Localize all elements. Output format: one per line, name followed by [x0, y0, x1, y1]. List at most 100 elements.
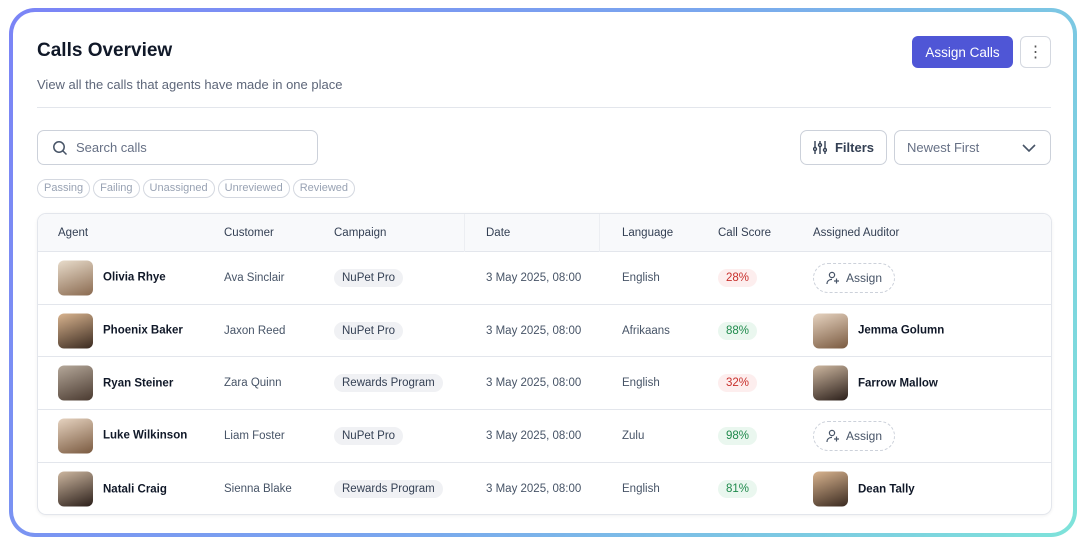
search-placeholder: Search calls: [76, 140, 147, 155]
campaign-cell: Rewards Program: [334, 374, 443, 393]
column-header-date[interactable]: Date: [486, 226, 511, 239]
sort-select[interactable]: Newest First: [894, 130, 1051, 165]
agent-cell: Ryan Steiner: [58, 365, 174, 401]
agent-cell: Luke Wilkinson: [58, 418, 188, 454]
avatar: [58, 260, 93, 296]
customer-name: Jaxon Reed: [224, 324, 286, 337]
call-date: 3 May 2025, 08:00: [486, 483, 582, 496]
call-score-badge: 28%: [718, 268, 758, 287]
filter-chip-passing[interactable]: Passing: [37, 179, 91, 198]
campaign-cell: NuPet Pro: [334, 426, 404, 445]
filters-label: Filters: [834, 140, 874, 155]
card-frame: Calls Overview View all the calls that a…: [9, 8, 1077, 537]
agent-cell: Olivia Rhye: [58, 260, 166, 296]
search-input[interactable]: Search calls: [37, 130, 318, 165]
filter-chip-unreviewed[interactable]: Unreviewed: [217, 179, 290, 198]
filter-chip-unassigned[interactable]: Unassigned: [142, 179, 215, 198]
call-language: English: [622, 483, 660, 496]
table-row[interactable]: Natali Craig Sienna Blake Rewards Progra…: [38, 463, 1051, 514]
avatar: [58, 471, 93, 507]
column-divider: [599, 214, 600, 252]
call-language: English: [622, 271, 660, 284]
agent-name: Ryan Steiner: [103, 377, 174, 390]
calls-table: Agent Customer Campaign Date Language Call Sc…: [37, 213, 1052, 515]
column-header-agent[interactable]: Agent: [58, 226, 89, 239]
user-plus-icon: [826, 429, 839, 442]
auditor-avatar: [813, 365, 848, 401]
table-row[interactable]: Olivia Rhye Ava Sinclair NuPet Pro 3 May…: [38, 252, 1051, 305]
column-header-language[interactable]: Language: [622, 226, 674, 239]
campaign-cell: Rewards Program: [334, 480, 443, 499]
table-row[interactable]: Luke Wilkinson Liam Foster NuPet Pro 3 M…: [38, 410, 1051, 463]
table-row[interactable]: Phoenix Baker Jaxon Reed NuPet Pro 3 May…: [38, 305, 1051, 358]
customer-name: Ava Sinclair: [224, 271, 285, 284]
auditor-name: Dean Tally: [858, 483, 915, 496]
column-header-auditor[interactable]: Assigned Auditor: [813, 226, 900, 239]
page-subtitle: View all the calls that agents have made…: [37, 77, 343, 92]
auditor-cell: Jemma Golumn: [813, 313, 945, 349]
score-cell: 28%: [718, 268, 758, 287]
campaign-tag: Rewards Program: [334, 374, 443, 393]
call-date: 3 May 2025, 08:00: [486, 324, 582, 337]
filters-button[interactable]: Filters: [800, 130, 887, 165]
call-score-badge: 98%: [718, 426, 758, 445]
agent-name: Olivia Rhye: [103, 271, 166, 284]
auditor-avatar: [813, 471, 848, 507]
campaign-cell: NuPet Pro: [334, 268, 404, 287]
avatar: [58, 365, 93, 401]
column-header-score[interactable]: Call Score: [718, 226, 772, 239]
agent-cell: Natali Craig: [58, 471, 167, 507]
campaign-tag: NuPet Pro: [334, 268, 404, 287]
customer-name: Liam Foster: [224, 429, 285, 442]
campaign-tag: Rewards Program: [334, 480, 443, 499]
call-language: English: [622, 377, 660, 390]
column-header-campaign[interactable]: Campaign: [334, 226, 387, 239]
filter-chips: Passing Failing Unassigned Unreviewed Review…: [37, 179, 356, 198]
call-score-badge: 32%: [718, 374, 758, 393]
score-cell: 98%: [718, 426, 758, 445]
score-cell: 81%: [718, 480, 758, 499]
sliders-icon: [812, 141, 827, 154]
calls-overview-card: Calls Overview View all the calls that a…: [13, 12, 1073, 533]
table-header: Agent Customer Campaign Date Language Call Sc…: [38, 214, 1051, 252]
avatar: [58, 418, 93, 454]
call-date: 3 May 2025, 08:00: [486, 271, 582, 284]
assign-auditor-button[interactable]: Assign: [813, 420, 895, 451]
auditor-cell: Dean Tally: [813, 471, 915, 507]
auditor-cell: Farrow Mallow: [813, 365, 938, 401]
divider: [37, 107, 1051, 108]
assign-calls-button[interactable]: Assign Calls: [912, 36, 1013, 68]
customer-name: Sienna Blake: [224, 483, 292, 496]
campaign-tag: NuPet Pro: [334, 426, 404, 445]
more-options-button[interactable]: ⋮: [1020, 36, 1051, 68]
search-icon: [53, 140, 68, 155]
assign-label: Assign: [845, 270, 883, 285]
chevron-down-icon: [1022, 143, 1036, 152]
filter-chip-failing[interactable]: Failing: [93, 179, 140, 198]
auditor-name: Jemma Golumn: [858, 324, 945, 337]
call-language: Afrikaans: [622, 324, 670, 337]
customer-name: Zara Quinn: [224, 377, 282, 390]
call-score-badge: 88%: [718, 321, 758, 340]
column-header-customer[interactable]: Customer: [224, 226, 274, 239]
agent-cell: Phoenix Baker: [58, 313, 183, 349]
avatar: [58, 313, 93, 349]
more-vertical-icon: ⋮: [1027, 44, 1044, 61]
call-score-badge: 81%: [718, 480, 758, 499]
filter-chip-reviewed[interactable]: Reviewed: [292, 179, 356, 198]
assign-label: Assign: [845, 428, 883, 443]
table-row[interactable]: Ryan Steiner Zara Quinn Rewards Program …: [38, 357, 1051, 411]
call-language: Zulu: [622, 429, 645, 442]
agent-name: Natali Craig: [103, 483, 167, 496]
campaign-tag: NuPet Pro: [334, 321, 404, 340]
sort-value: Newest First: [907, 140, 980, 155]
auditor-name: Farrow Mallow: [858, 377, 938, 390]
column-divider: [464, 214, 465, 252]
call-date: 3 May 2025, 08:00: [486, 377, 582, 390]
campaign-cell: NuPet Pro: [334, 321, 404, 340]
assign-auditor-button[interactable]: Assign: [813, 262, 895, 293]
call-date: 3 May 2025, 08:00: [486, 429, 582, 442]
user-plus-icon: [826, 271, 839, 284]
agent-name: Phoenix Baker: [103, 324, 183, 337]
agent-name: Luke Wilkinson: [103, 429, 188, 442]
